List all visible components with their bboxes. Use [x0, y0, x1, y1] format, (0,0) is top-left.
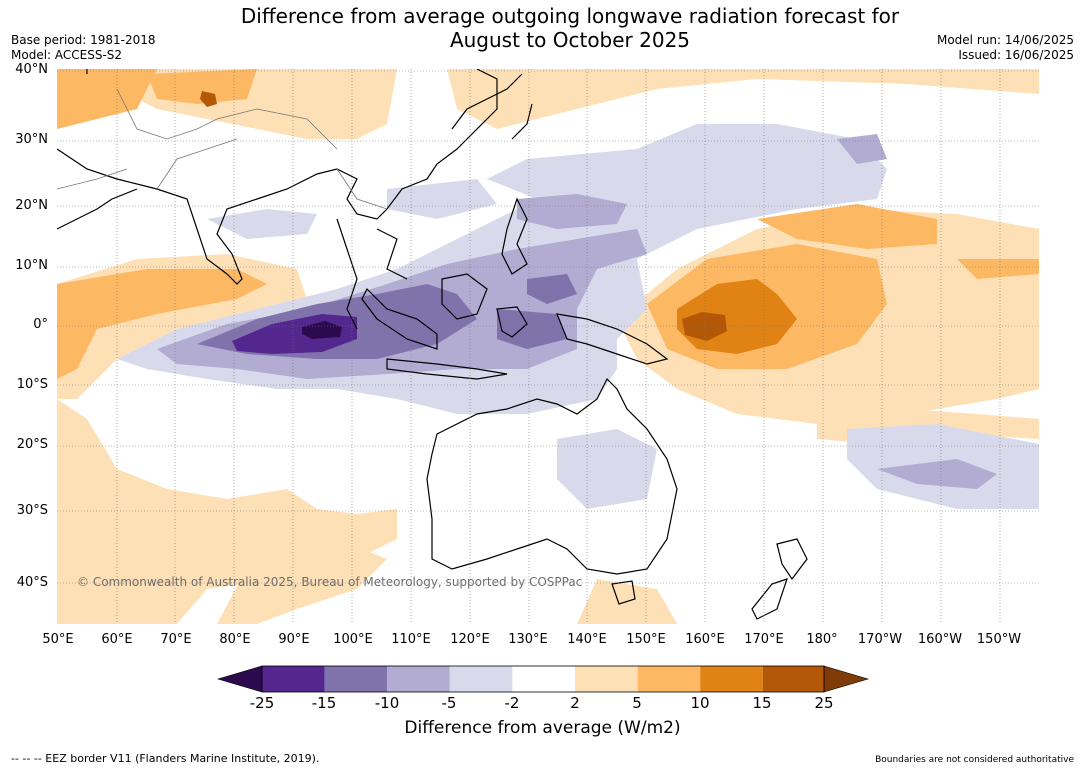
map-canvas — [57, 69, 1039, 624]
lon-label: 180° — [806, 632, 838, 647]
colorbar-tick: -25 — [249, 694, 275, 712]
colorbar-bin — [700, 666, 763, 692]
colorbar-bin — [262, 666, 325, 692]
coastlines — [57, 69, 808, 620]
lon-label: 70°E — [160, 632, 192, 647]
copyright-notice: © Commonwealth of Australia 2025, Bureau… — [77, 575, 583, 589]
title-line-2: August to October 2025 — [449, 28, 691, 52]
lon-label: 80°E — [219, 632, 251, 647]
colorbar-arrow-high — [823, 665, 870, 693]
model-name: Model: ACCESS-S2 — [11, 48, 123, 62]
meta-left: Base period: 1981-2018 Model: ACCESS-S2 — [11, 33, 156, 63]
lon-label: 150°W — [976, 632, 1022, 647]
colorbar-bin — [762, 666, 824, 692]
eez-note: -- -- -- EEZ border V11 (Flanders Marine… — [11, 752, 320, 765]
lon-label: 140°E — [567, 632, 607, 647]
lon-label: 100°E — [333, 632, 373, 647]
graticule — [57, 69, 1039, 624]
lon-label: 130°E — [508, 632, 548, 647]
colorbar-title: Difference from average (W/m2) — [404, 718, 681, 738]
boundaries-note: Boundaries are not considered authoritat… — [875, 755, 1074, 765]
lat-label: 30°S — [16, 503, 48, 518]
lat-label: 10°N — [15, 258, 48, 273]
colorbar-bin — [449, 666, 513, 692]
lon-label: 150°E — [626, 632, 666, 647]
lon-label: 170°W — [857, 632, 903, 647]
colorbar-tick: 25 — [814, 694, 834, 712]
colorbar-tick: -15 — [311, 694, 337, 712]
colorbar-tick: -2 — [504, 694, 520, 712]
lat-label: 0° — [33, 317, 48, 332]
title-line-1: Difference from average outgoing longwav… — [240, 4, 900, 28]
colorbar — [0, 660, 1085, 730]
colorbar-bin — [387, 666, 450, 692]
colorbar-tick: -5 — [441, 694, 457, 712]
map-title: Difference from average outgoing longwav… — [0, 4, 1085, 52]
colorbar-bin — [575, 666, 638, 692]
colorbar-tick: 2 — [570, 694, 580, 712]
lon-label: 110°E — [391, 632, 431, 647]
colorbar-bin — [637, 666, 701, 692]
issued-date: Issued: 16/06/2025 — [958, 48, 1074, 62]
colorbar-svg — [216, 665, 870, 693]
lat-label: 40°N — [15, 62, 48, 77]
olr-anomaly-map — [57, 69, 1039, 624]
colorbar-outline — [261, 665, 825, 693]
lon-label: 60°E — [101, 632, 133, 647]
lon-label: 160°E — [685, 632, 725, 647]
meta-right: Model run: 14/06/2025 Issued: 16/06/2025 — [937, 33, 1074, 63]
lat-label: 30°N — [15, 132, 48, 147]
lat-label: 20°N — [15, 198, 48, 213]
lon-label: 50°E — [42, 632, 74, 647]
negative-anomaly-extreme — [302, 321, 342, 339]
lat-label: 20°S — [16, 437, 48, 452]
positive-anomaly-max — [200, 91, 727, 341]
colorbar-arrow-low — [216, 665, 263, 693]
colorbar-tick: 15 — [752, 694, 772, 712]
lon-label: 120°E — [450, 632, 490, 647]
lon-label: 170°E — [744, 632, 784, 647]
colorbar-bin — [512, 666, 575, 692]
country-borders — [57, 88, 388, 210]
lat-label: 40°S — [16, 575, 48, 590]
lon-label: 90°E — [278, 632, 310, 647]
colorbar-tick: -10 — [374, 694, 400, 712]
colorbar-bin — [324, 666, 388, 692]
model-run: Model run: 14/06/2025 — [936, 33, 1074, 47]
lon-label: 160°W — [917, 632, 963, 647]
base-period: Base period: 1981-2018 — [11, 33, 156, 47]
colorbar-tick: 10 — [690, 694, 710, 712]
colorbar-tick: 5 — [632, 694, 642, 712]
lat-label: 10°S — [16, 377, 48, 392]
